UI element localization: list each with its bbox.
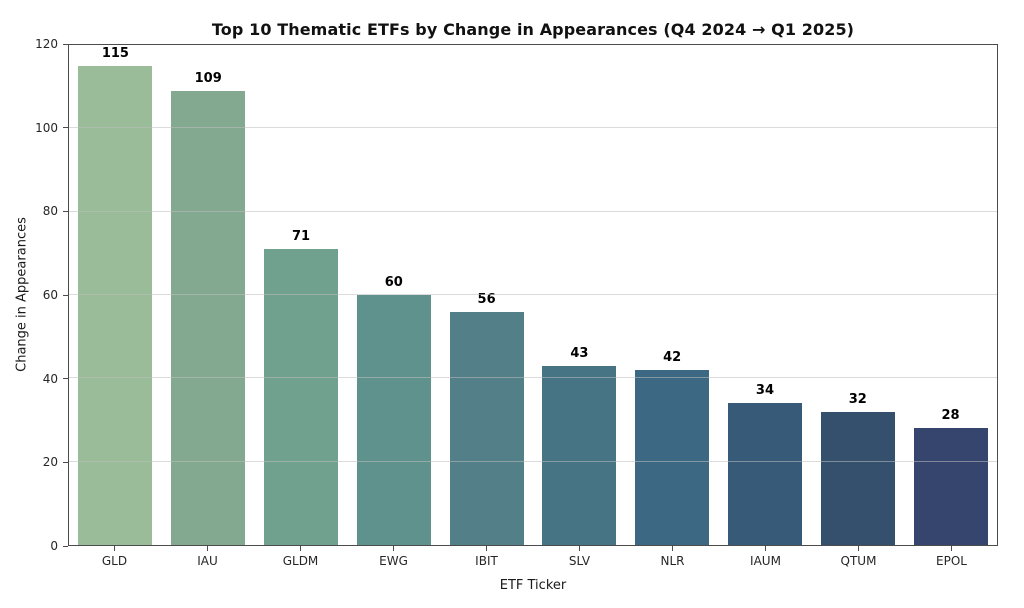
- bars-container: 115 109 71 60 56 43 42 34 32 28: [69, 45, 997, 545]
- bar-slot-qtum: 32: [811, 45, 904, 545]
- x-tick-label-gld: GLD: [101, 554, 128, 568]
- bar-epol: [913, 428, 988, 545]
- x-tick-label-ewg: EWG: [379, 554, 408, 568]
- y-tick-label-80: 80: [42, 204, 58, 219]
- bar-ewg: [356, 295, 431, 545]
- bar-slot-iau: 109: [162, 45, 255, 545]
- bar-gld: [78, 66, 153, 545]
- bar-slot-iaum: 34: [719, 45, 812, 545]
- bar-slot-ewg: 60: [347, 45, 440, 545]
- y-tick-mark: [63, 43, 68, 45]
- bar-value-label: 28: [941, 408, 960, 423]
- bar-slot-epol: 28: [904, 45, 997, 545]
- bar-slot-nlr: 42: [626, 45, 719, 545]
- x-tick-label-qtum: QTUM: [840, 554, 877, 568]
- bar-value-label: 42: [663, 350, 682, 365]
- x-tick-label-epol: EPOL: [936, 554, 967, 568]
- y-tick-label-120: 120: [35, 37, 58, 51]
- chart-title: Top 10 Thematic ETFs by Change in Appear…: [211, 20, 855, 39]
- bar-value-label: 60: [384, 275, 403, 290]
- x-tick-label-iau: IAU: [197, 554, 218, 568]
- x-tick-label-slv: SLV: [568, 554, 591, 568]
- x-tick-mark: [764, 546, 767, 551]
- y-tick-label-0: 0: [50, 539, 58, 553]
- y-tick-label-60: 60: [42, 288, 58, 302]
- y-tick-mark: [63, 545, 68, 547]
- x-tick-mark: [485, 546, 488, 551]
- y-tick-mark: [63, 461, 68, 464]
- y-tick-mark: [63, 210, 68, 213]
- bar-value-label: 34: [755, 383, 775, 398]
- x-tick-mark: [299, 546, 302, 551]
- x-tick-mark: [857, 546, 860, 551]
- x-tick-label-ibit: IBIT: [475, 554, 498, 568]
- y-tick-mark: [63, 378, 68, 380]
- bar-value-label: 32: [848, 392, 867, 407]
- bar-nlr: [635, 370, 710, 545]
- x-tick-mark: [578, 546, 581, 551]
- x-tick-label-gldm: GLDM: [282, 554, 319, 568]
- bar-slot-slv: 43: [533, 45, 626, 545]
- y-tick-mark: [63, 127, 68, 129]
- bar-slot-gld: 115: [69, 45, 162, 545]
- x-tick-mark: [206, 546, 209, 551]
- bar-qtum: [820, 412, 895, 545]
- bar-slot-ibit: 56: [440, 45, 533, 545]
- bar-gldm: [263, 249, 338, 545]
- bar-value-label: 56: [477, 292, 496, 307]
- bar-value-label: 43: [570, 346, 589, 361]
- x-tick-mark: [392, 546, 395, 551]
- y-tick-label-20: 20: [42, 455, 58, 470]
- bar-slv: [542, 366, 617, 545]
- bar-ibit: [449, 312, 524, 545]
- x-tick-mark: [950, 546, 953, 551]
- bar-value-label: 115: [101, 46, 129, 61]
- x-axis-label: ETF Ticker: [499, 578, 567, 593]
- bar-iaum: [727, 403, 802, 545]
- x-tick-label-nlr: NLR: [660, 554, 685, 568]
- bar-slot-gldm: 71: [255, 45, 348, 545]
- bar-iau: [171, 91, 246, 545]
- plot-area: 115 109 71 60 56 43 42 34 32 28: [68, 44, 998, 546]
- x-tick-mark: [671, 546, 674, 551]
- x-tick-label-iaum: IAUM: [750, 554, 781, 568]
- x-tick-mark: [113, 546, 116, 551]
- y-tick-label-40: 40: [42, 371, 58, 386]
- y-tick-mark: [63, 294, 68, 296]
- bar-value-label: 109: [194, 71, 222, 86]
- y-tick-label-100: 100: [35, 120, 58, 135]
- bar-value-label: 71: [291, 229, 311, 244]
